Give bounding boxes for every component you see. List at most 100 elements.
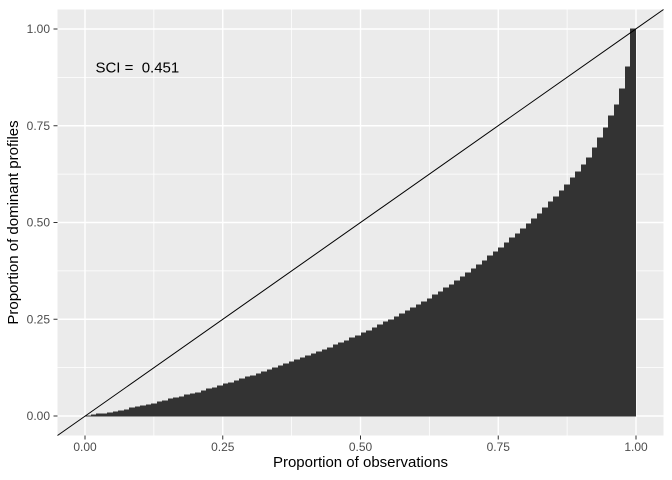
profile-bar bbox=[327, 347, 333, 417]
profile-bar bbox=[388, 319, 394, 417]
profile-bar bbox=[399, 313, 405, 417]
profile-bar bbox=[498, 247, 504, 417]
profile-bar bbox=[493, 251, 498, 417]
profile-bar bbox=[151, 403, 157, 417]
profile-bar bbox=[113, 411, 118, 417]
y-tick-label: 0.50 bbox=[27, 216, 51, 230]
profile-bar bbox=[366, 330, 372, 417]
profile-bar bbox=[283, 363, 289, 417]
profile-bar bbox=[410, 307, 416, 417]
profile-bar bbox=[124, 409, 129, 417]
profile-bar bbox=[157, 401, 162, 417]
profile-bar bbox=[619, 88, 625, 417]
profile-bar bbox=[278, 365, 283, 417]
profile-bar bbox=[102, 413, 107, 417]
profile-bar bbox=[162, 400, 168, 417]
profile-bar bbox=[361, 332, 366, 417]
profile-bar bbox=[531, 218, 537, 417]
y-tick-label: 0.25 bbox=[27, 312, 51, 326]
profile-bar bbox=[344, 340, 349, 417]
profile-bar bbox=[333, 344, 338, 417]
profile-bar bbox=[438, 291, 443, 417]
profile-bar bbox=[338, 342, 344, 417]
profile-bar bbox=[234, 380, 239, 417]
profile-bar bbox=[184, 394, 190, 417]
profile-bar bbox=[85, 415, 91, 417]
profile-bar bbox=[427, 298, 432, 417]
profile-bar bbox=[322, 349, 327, 417]
profile-bar bbox=[542, 207, 548, 417]
profile-bar bbox=[239, 378, 245, 417]
profile-bar bbox=[107, 412, 113, 417]
profile-bar bbox=[129, 407, 135, 417]
profile-bar bbox=[504, 242, 509, 417]
profile-bar bbox=[201, 390, 206, 417]
profile-bar bbox=[206, 388, 212, 417]
profile-bar bbox=[405, 310, 410, 417]
profile-bar bbox=[228, 382, 234, 417]
profile-bar bbox=[471, 268, 476, 417]
x-axis-title: Proportion of observations bbox=[273, 454, 448, 471]
profile-bar bbox=[416, 304, 421, 417]
x-tick-label: 0.50 bbox=[349, 440, 373, 454]
profile-bar bbox=[614, 104, 619, 417]
profile-bar bbox=[146, 404, 151, 417]
profile-bar bbox=[168, 398, 173, 417]
profile-bar bbox=[377, 324, 383, 417]
profile-bar bbox=[570, 177, 575, 417]
profile-bar bbox=[449, 284, 454, 417]
profile-bar bbox=[311, 353, 316, 417]
profile-bar bbox=[482, 260, 487, 417]
profile-bar bbox=[432, 294, 438, 417]
profile-bar bbox=[300, 357, 305, 417]
profile-bar bbox=[526, 223, 531, 417]
profile-bar bbox=[603, 127, 608, 417]
profile-bar bbox=[250, 375, 256, 417]
profile-bar bbox=[553, 196, 559, 417]
profile-bar bbox=[421, 301, 427, 417]
profile-bar bbox=[195, 392, 201, 417]
profile-bar bbox=[91, 414, 96, 417]
y-axis-title: Proportion of dominant profiles bbox=[5, 120, 22, 324]
profile-bar bbox=[190, 393, 195, 417]
profile-bar bbox=[383, 321, 388, 417]
profile-bar bbox=[537, 213, 542, 417]
profile-bar bbox=[476, 264, 482, 417]
profile-bar bbox=[581, 164, 586, 417]
profile-bar bbox=[261, 371, 267, 417]
profile-bar bbox=[267, 369, 272, 417]
profile-bar bbox=[349, 337, 355, 417]
profile-bar bbox=[217, 385, 223, 417]
profile-bar bbox=[272, 367, 278, 417]
profile-bar bbox=[135, 406, 140, 417]
profile-bar bbox=[559, 190, 564, 417]
profile-bar bbox=[465, 272, 471, 417]
profile-bar bbox=[179, 396, 184, 417]
profile-bar bbox=[630, 28, 636, 417]
profile-bar bbox=[289, 361, 294, 417]
x-tick-label: 0.00 bbox=[73, 440, 97, 454]
profile-bar bbox=[515, 233, 520, 417]
profile-bar bbox=[460, 276, 465, 417]
profile-bar bbox=[173, 397, 179, 417]
profile-bar bbox=[597, 137, 603, 417]
profile-bar bbox=[564, 184, 570, 417]
profile-bar bbox=[212, 387, 217, 417]
profile-bar bbox=[520, 228, 526, 417]
profile-bar bbox=[575, 171, 581, 417]
y-tick-label: 1.00 bbox=[27, 22, 51, 36]
profile-bar bbox=[256, 373, 261, 417]
profile-bar bbox=[586, 157, 592, 417]
profile-bar bbox=[305, 355, 311, 417]
profile-bar bbox=[245, 376, 250, 417]
x-tick-label: 1.00 bbox=[624, 440, 648, 454]
equality-line bbox=[57, 9, 664, 436]
profile-bar bbox=[223, 383, 228, 417]
profile-bar bbox=[509, 237, 515, 417]
profile-bar bbox=[372, 327, 377, 417]
profile-bar bbox=[118, 410, 124, 417]
x-tick-label: 0.75 bbox=[487, 440, 511, 454]
profile-bar bbox=[454, 280, 460, 417]
